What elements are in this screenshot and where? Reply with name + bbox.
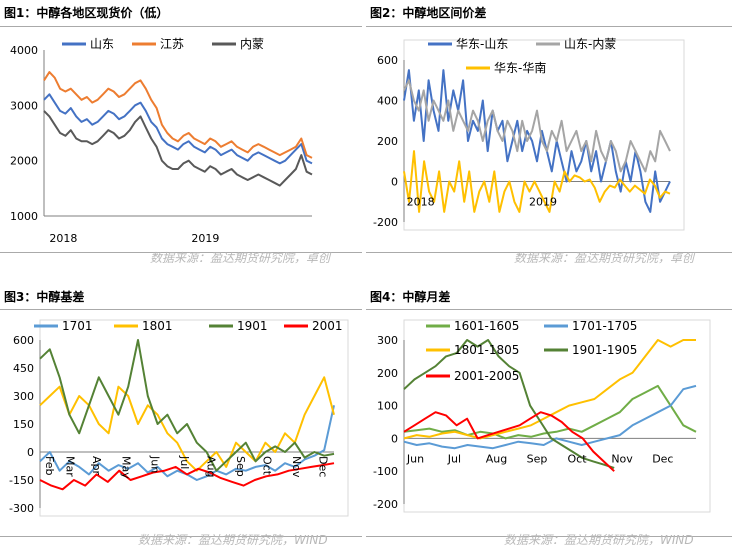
legend-label: 华东-华南 xyxy=(494,60,546,75)
x-tick-label: Oct xyxy=(260,456,273,476)
series-line-1 xyxy=(43,93,313,165)
chart1-source: 数据来源：盈达期货研究院，卓创 xyxy=(150,251,331,265)
legend-label: 1901 xyxy=(237,319,268,333)
chart3-source: 数据来源：盈达期货研究院，WIND xyxy=(138,533,328,547)
legend-label: 1901-1905 xyxy=(572,343,637,357)
chart3: -300 -150 0 150 300 450 600 Feb Mar Apr May Jun Jul A… xyxy=(9,319,349,517)
y-tick-label: 3000 xyxy=(10,99,38,112)
x-tick-label: Dec xyxy=(316,456,329,477)
x-tick-label: Nov xyxy=(290,456,303,478)
chart1: 1000 2000 3000 4000 2018 2019 山东 江苏 内蒙 xyxy=(10,37,313,245)
legend-label: 1601-1605 xyxy=(454,319,519,333)
x-tick-label: May xyxy=(119,456,132,479)
y-tick-label: -100 xyxy=(373,465,398,478)
x-tick-label: Sep xyxy=(234,456,247,477)
x-tick-label: Dec xyxy=(652,452,673,465)
y-tick-label: -300 xyxy=(9,502,34,515)
series-line-5 xyxy=(403,411,615,472)
y-tick-label: 2000 xyxy=(10,155,38,168)
chart1-title: 图1：中醇各地区现货价（低） xyxy=(4,6,169,20)
series-line-3 xyxy=(39,339,335,472)
chart4-source-rule xyxy=(366,536,732,537)
series-line-2 xyxy=(403,384,697,450)
y-tick-label: 4000 xyxy=(10,44,38,57)
chart4-title-rule xyxy=(366,309,732,310)
legend-label: 1801 xyxy=(142,319,173,333)
y-tick-label: 300 xyxy=(377,334,398,347)
legend-label: 1701 xyxy=(62,319,93,333)
y-tick-label: 200 xyxy=(377,367,398,380)
legend-label: 山东-内蒙 xyxy=(564,37,616,51)
legend-label: 江苏 xyxy=(160,37,184,51)
chart2-title: 图2：中醇地区间价差 xyxy=(370,6,487,20)
legend-label: 内蒙 xyxy=(240,37,264,51)
y-tick-label: 600 xyxy=(377,54,398,67)
y-tick-label: 600 xyxy=(13,334,34,347)
series-line-4 xyxy=(403,339,615,469)
chart4-title: 图4：中醇月差 xyxy=(370,290,451,304)
series-line-3 xyxy=(403,150,671,213)
chart4: -200 -100 0 100 200 300 Jun Jul Aug Sep Oct Nov Dec 1… xyxy=(373,319,711,513)
series-line-4 xyxy=(39,462,335,491)
x-tick-label: Jun xyxy=(149,455,162,473)
x-tick-label: Sep xyxy=(527,452,548,465)
y-tick-label: -150 xyxy=(9,474,34,487)
x-tick-label: Feb xyxy=(43,456,56,475)
x-tick-label: Nov xyxy=(611,452,633,465)
y-tick-label: 100 xyxy=(377,400,398,413)
chart1-source-rule xyxy=(0,252,362,253)
y-tick-label: -200 xyxy=(373,498,398,511)
x-tick-label: Aug xyxy=(205,456,218,477)
legend-label: 1701-1705 xyxy=(572,319,637,333)
x-tick-label: 2019 xyxy=(529,196,557,209)
x-tick-label: 2018 xyxy=(49,232,77,245)
x-tick-label: Mar xyxy=(63,456,76,477)
x-tick-label: Jul xyxy=(178,455,191,469)
chart4-source: 数据来源：盈达期货研究院，WIND xyxy=(504,533,694,547)
legend-label: 1801-1805 xyxy=(454,343,519,357)
x-tick-label: Oct xyxy=(568,452,588,465)
series-line-2 xyxy=(43,71,313,159)
x-tick-label: Jun xyxy=(406,452,424,465)
legend-label: 山东 xyxy=(90,37,114,51)
x-tick-label: 2019 xyxy=(191,232,219,245)
legend-label: 2001 xyxy=(312,319,343,333)
x-tick-label: Apr xyxy=(90,456,103,476)
chart3-source-rule xyxy=(0,536,362,537)
chart3-title-rule xyxy=(0,309,362,310)
y-tick-label: 0 xyxy=(27,446,34,459)
y-tick-label: 0 xyxy=(391,176,398,189)
y-tick-label: 0 xyxy=(391,432,398,445)
plot-frame xyxy=(39,319,349,517)
y-tick-label: 150 xyxy=(13,418,34,431)
y-tick-label: 300 xyxy=(13,390,34,403)
series-line-1 xyxy=(403,384,697,440)
legend-label: 华东-山东 xyxy=(456,37,508,51)
chart2-source-rule xyxy=(366,252,732,253)
y-tick-label: -200 xyxy=(373,216,398,229)
y-tick-label: 400 xyxy=(377,95,398,108)
chart1-title-rule xyxy=(0,26,362,27)
y-tick-label: 1000 xyxy=(10,210,38,223)
x-tick-label: Jul xyxy=(447,452,461,465)
chart2-source: 数据来源：盈达期货研究院，卓创 xyxy=(514,251,695,265)
x-tick-label: Aug xyxy=(486,452,507,465)
series-line-3 xyxy=(43,110,313,187)
chart3-title: 图3：中醇基差 xyxy=(4,290,85,304)
y-tick-label: 200 xyxy=(377,135,398,148)
legend-label: 2001-2005 xyxy=(454,369,519,383)
chart2-title-rule xyxy=(366,26,732,27)
y-tick-label: 450 xyxy=(13,362,34,375)
x-tick-label: 2018 xyxy=(407,196,435,209)
series-line-2 xyxy=(403,79,671,173)
